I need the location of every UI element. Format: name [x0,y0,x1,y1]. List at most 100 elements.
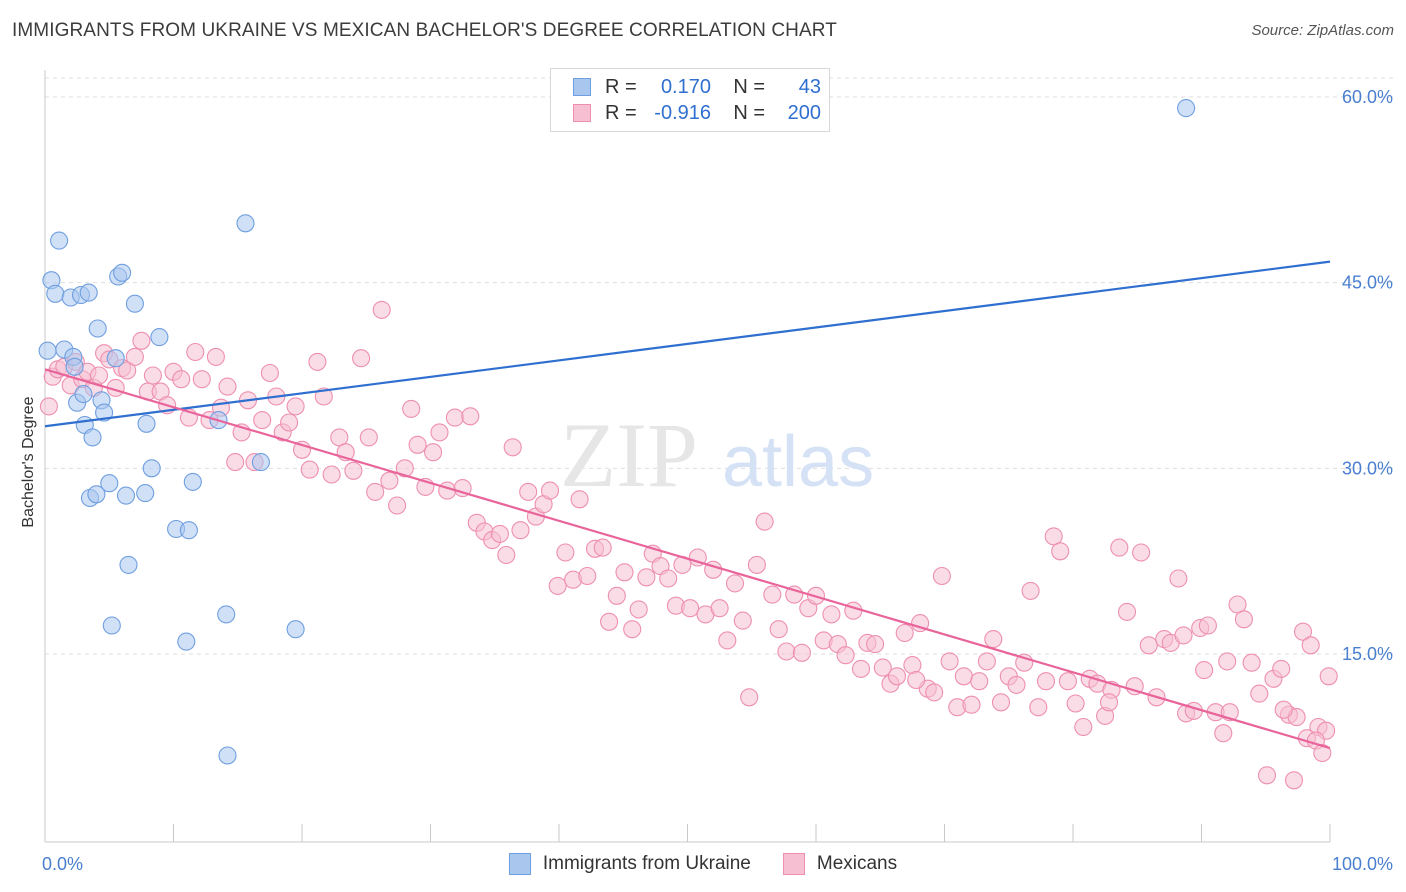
data-point-mexicans [984,630,1003,649]
data-point-mexicans [490,524,509,543]
data-point-mexicans [260,363,279,383]
y-tick-label: 45.0% [1342,273,1393,293]
data-point-mexicans [1234,610,1253,629]
axes [44,70,1331,843]
data-point-mexicans [39,397,58,416]
legend-swatch-blue [508,853,531,875]
data-point-mexicans [218,377,237,396]
data-point-mexicans [125,347,144,366]
watermark-atlas: atlas [722,422,874,502]
data-point-mexicans [118,361,137,380]
data-point-mexicans [851,659,871,678]
data-point-mexicans [344,461,363,480]
legend-label-ukraine: Immigrants from Ukraine [542,853,751,874]
data-point-mexicans [1301,636,1320,655]
data-point-mexicans [1007,675,1026,694]
data-point-mexicans [511,521,530,540]
legend-row-ukraine: R = 0.170 N = 43 [573,75,821,99]
data-point-mexicans [710,599,729,618]
data-point-mexicans [366,482,385,501]
stats-legend: R = 0.170 N = 43 R = -0.916 N = 200 [550,68,830,132]
data-point-mexicans [962,695,981,714]
data-point-mexicans [1319,667,1338,686]
data-point-ukraine [179,521,198,540]
data-point-mexicans [430,423,449,442]
data-point-ukraine [150,328,169,347]
data-point-mexicans [408,435,427,454]
data-point-ukraine [251,453,270,472]
data-point-mexicans [637,568,656,587]
data-point-mexicans [1074,717,1093,737]
data-point-mexicans [1117,602,1137,621]
data-point-ukraine [142,459,161,478]
data-point-mexicans [725,574,745,593]
data-point-mexicans [607,586,626,605]
data-point-mexicans [1257,766,1277,785]
data-point-ukraine [50,231,69,250]
data-point-ukraine [95,403,114,422]
data-point-mexicans [388,496,407,515]
data-point-mexicans [629,600,648,619]
data-point-ukraine [65,357,84,376]
data-point-mexicans [970,672,989,691]
trendlines [44,260,1331,750]
data-point-mexicans [688,548,707,567]
data-point-mexicans [792,643,811,662]
data-point-mexicans [1132,543,1151,562]
data-point-mexicans [578,566,597,586]
data-point-mexicans [866,635,885,654]
legend-item-ukraine[interactable]: Immigrants from Ukraine [508,853,751,875]
data-point-mexicans [954,667,973,686]
r-label: R = [605,75,637,98]
data-point-mexicans [280,413,299,432]
data-point-ukraine [79,283,98,302]
data-point-mexicans [925,683,944,702]
data-point-mexicans [226,453,245,472]
n-label: N = [733,101,765,124]
n-value: 43 [798,75,821,98]
data-point-mexicans [503,438,522,457]
legend-label-mexicans: Mexicans [816,853,898,874]
data-point-mexicans [89,366,109,385]
data-point-mexicans [372,300,391,319]
data-point-mexicans [206,347,225,366]
data-point-mexicans [763,585,782,604]
legend-swatch-pink [782,853,805,875]
y-tick-label: 30.0% [1342,458,1393,478]
data-point-mexicans [755,512,774,531]
data-point-mexicans [1044,527,1063,546]
series-legend: Immigrants from Ukraine Mexicans [0,852,1406,876]
data-point-mexicans [1036,672,1056,691]
data-point-mexicans [497,545,516,565]
data-point-ukraine [102,616,121,635]
data-point-mexicans [1242,653,1261,672]
data-point-mexicans [911,614,930,633]
data-point-mexicans [300,460,319,479]
data-point-mexicans [132,331,151,350]
data-point-mexicans [733,611,752,630]
data-point-mexicans [659,569,678,588]
data-point-mexicans [1313,743,1332,763]
data-point-mexicans [1125,677,1144,696]
n-label: N = [733,75,765,98]
data-point-mexicans [1274,700,1293,719]
data-point-ukraine [116,486,136,505]
data-point-mexicans [895,623,914,643]
data-point-mexicans [1139,636,1158,655]
data-point-mexicans [1051,542,1070,561]
data-point-ukraine [87,485,106,504]
data-point-mexicans [1250,684,1269,703]
watermark-zip: ZIP [560,404,698,506]
data-point-mexicans [1169,569,1188,588]
data-point-ukraine [38,341,57,360]
data-point-mexicans [822,605,841,624]
data-point-mexicans [740,688,759,707]
trendline-mexicans [44,368,1331,750]
legend-item-mexicans[interactable]: Mexicans [782,853,898,875]
data-point-ukraine [125,294,144,313]
data-point-mexicans [1029,698,1048,717]
data-point-ukraine [1177,99,1196,118]
data-point-mexicans [718,631,737,650]
data-point-mexicans [402,399,421,418]
legend-swatch-blue [573,78,591,96]
